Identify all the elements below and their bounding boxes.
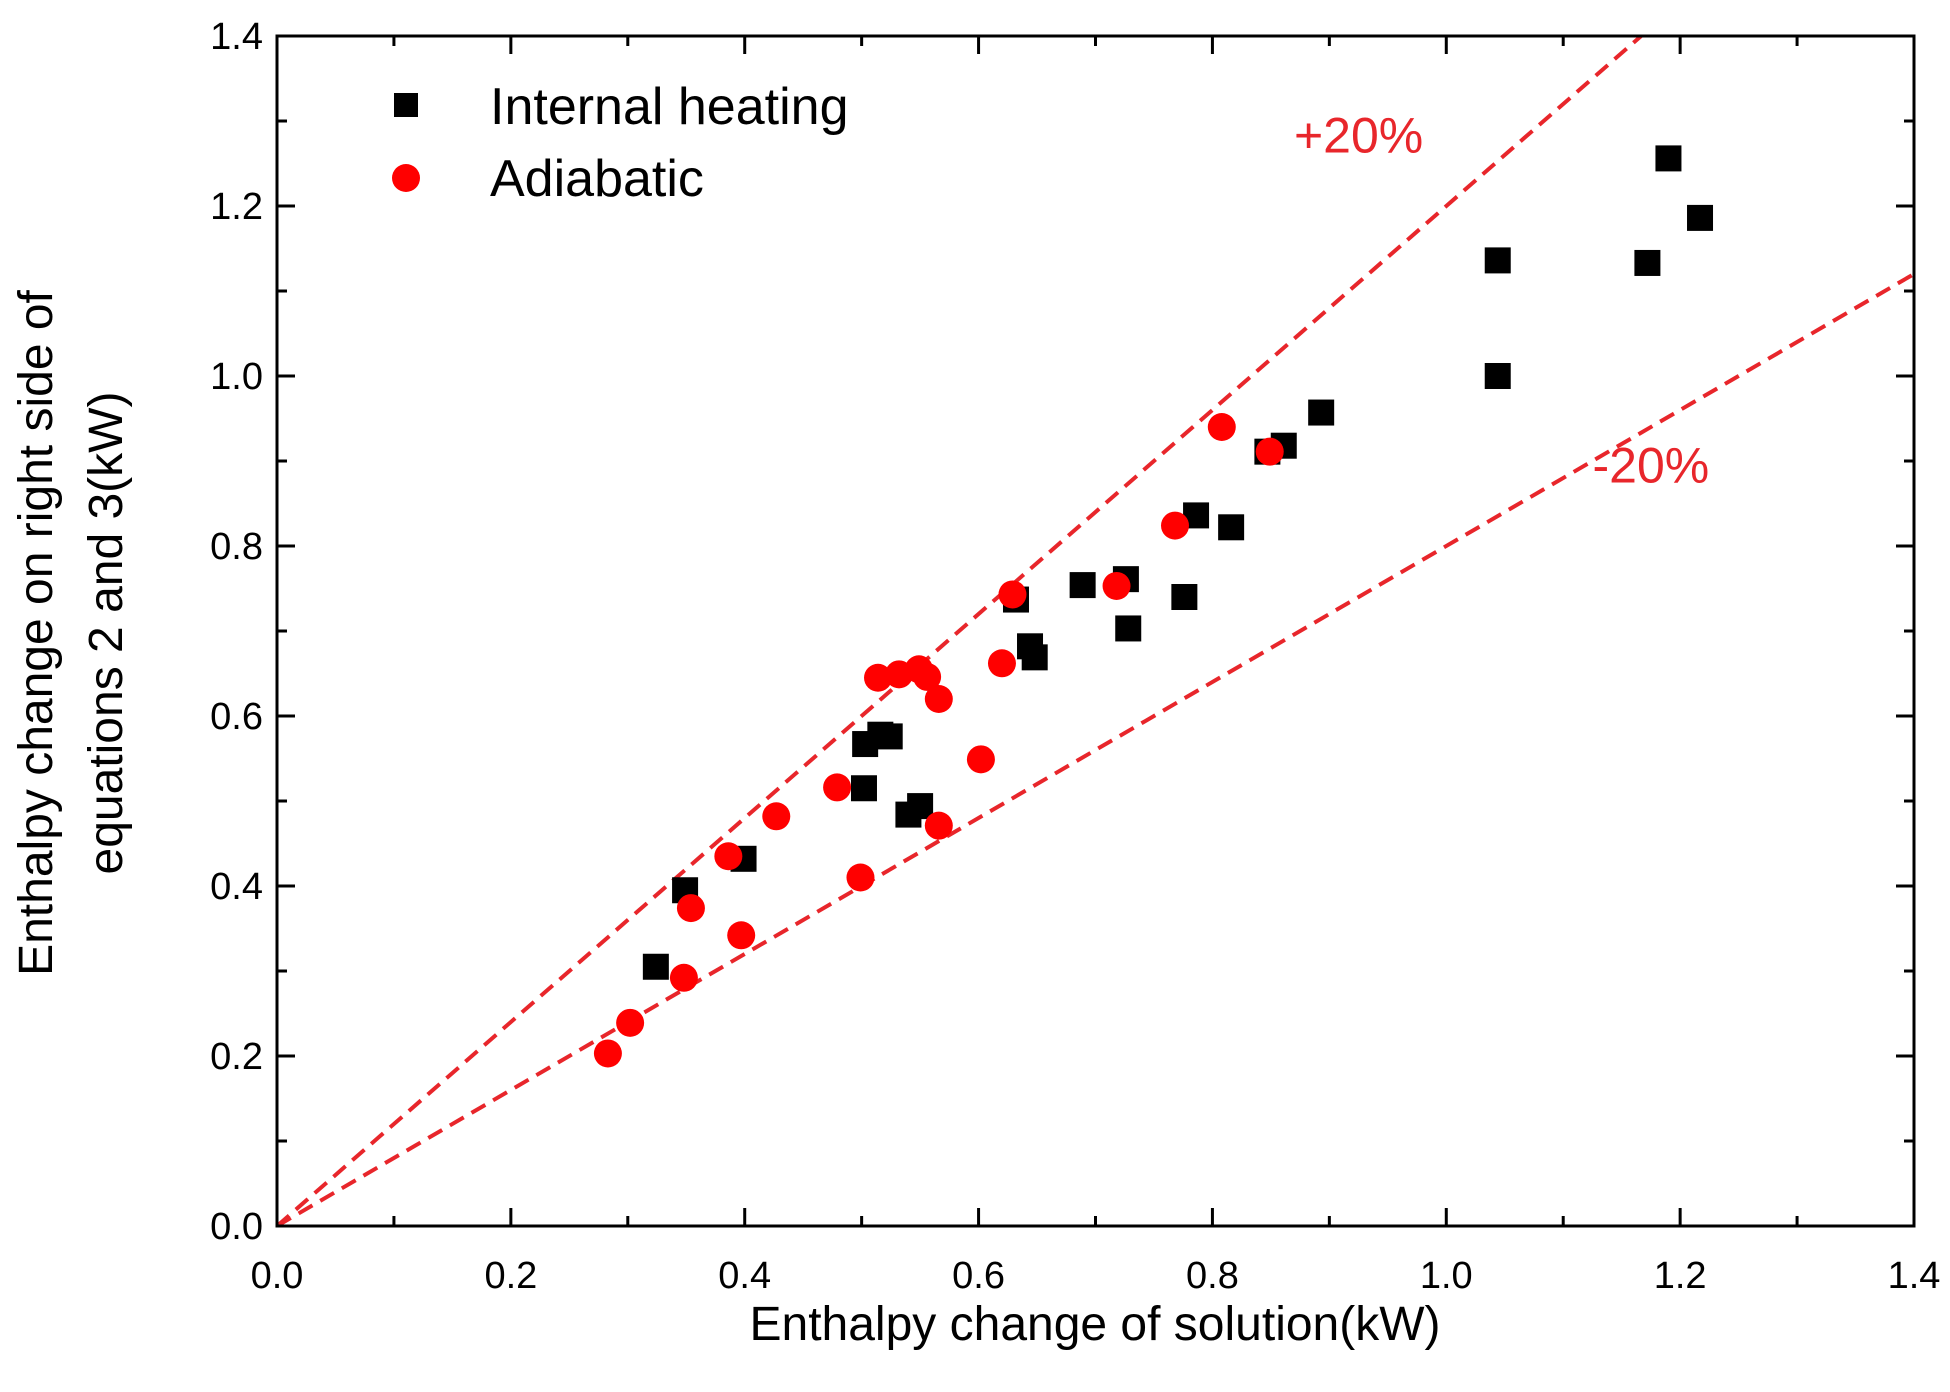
data-series bbox=[593, 145, 1714, 1068]
data-point-circle bbox=[846, 863, 875, 892]
data-point-circle bbox=[987, 649, 1016, 678]
data-point-square bbox=[907, 793, 934, 820]
series-adiabatic bbox=[593, 413, 1284, 1068]
x-tick-label: 0.6 bbox=[952, 1255, 1005, 1297]
data-point-circle bbox=[864, 663, 893, 692]
data-point-square bbox=[1218, 514, 1245, 541]
y-axis-title-line-2: equations 2 and 3(kW) bbox=[80, 392, 133, 875]
y-tick-label: 1.4 bbox=[210, 16, 263, 58]
x-axis-tick-labels: 0.0 0.2 0.4 0.6 0.8 1.0 1.2 1.4 bbox=[251, 1255, 1941, 1297]
annotation-minus-20: -20% bbox=[1593, 437, 1710, 493]
data-point-circle bbox=[966, 745, 995, 774]
data-point-circle bbox=[1207, 413, 1236, 441]
y-axis-title: Enthalpy change on right side of equatio… bbox=[10, 289, 133, 975]
y-axis-title-line-1: Enthalpy change on right side of bbox=[10, 289, 63, 975]
data-point-square bbox=[1069, 572, 1096, 599]
y-tick-label: 0.2 bbox=[210, 1036, 263, 1078]
series-internal-heating bbox=[642, 145, 1714, 980]
y-tick-label: 1.0 bbox=[210, 356, 263, 398]
reference-lines bbox=[277, 36, 1914, 1226]
data-point-circle bbox=[924, 811, 953, 840]
data-point-circle bbox=[616, 1008, 645, 1037]
reference-line-plus-20 bbox=[277, 36, 1643, 1226]
x-tick-label: 1.2 bbox=[1654, 1255, 1707, 1297]
data-point-circle bbox=[1161, 511, 1190, 540]
data-point-square bbox=[850, 775, 877, 802]
y-tick-label: 0.8 bbox=[210, 526, 263, 568]
data-point-square bbox=[1484, 247, 1511, 274]
x-tick-label: 1.4 bbox=[1888, 1255, 1941, 1297]
annotation-plus-20: +20% bbox=[1294, 107, 1423, 163]
data-point-square bbox=[1021, 644, 1048, 671]
annotations: +20% -20% bbox=[1294, 107, 1709, 493]
data-point-square bbox=[1634, 249, 1661, 276]
x-tick-label: 1.0 bbox=[1420, 1255, 1473, 1297]
data-point-circle bbox=[1255, 437, 1284, 466]
x-tick-label: 0.4 bbox=[718, 1255, 771, 1297]
data-point-square bbox=[1115, 615, 1142, 642]
data-point-square bbox=[1687, 204, 1714, 231]
legend-marker-internal-heating bbox=[394, 93, 418, 117]
data-point-square bbox=[1308, 399, 1335, 426]
x-axis-title: Enthalpy change of solution(kW) bbox=[749, 1298, 1440, 1351]
x-tick-label: 0.2 bbox=[484, 1255, 537, 1297]
y-tick-label: 0.4 bbox=[210, 866, 263, 908]
data-point-circle bbox=[676, 894, 705, 923]
data-point-circle bbox=[1102, 571, 1131, 600]
data-point-circle bbox=[669, 963, 698, 992]
data-point-circle bbox=[924, 685, 953, 713]
data-point-circle bbox=[823, 773, 852, 802]
y-tick-label: 0.6 bbox=[210, 696, 263, 738]
data-point-square bbox=[1484, 363, 1511, 389]
x-tick-label: 0.0 bbox=[251, 1255, 304, 1297]
data-point-circle bbox=[998, 580, 1027, 609]
data-point-square bbox=[642, 953, 669, 980]
data-point-circle bbox=[913, 662, 942, 691]
axis-ticks bbox=[275, 34, 1916, 1228]
data-point-square bbox=[1655, 145, 1682, 172]
data-point-circle bbox=[593, 1039, 622, 1068]
legend-label-adiabatic: Adiabatic bbox=[490, 150, 704, 208]
x-tick-label: 0.8 bbox=[1186, 1255, 1239, 1297]
data-point-circle bbox=[762, 802, 791, 831]
data-point-circle bbox=[727, 921, 756, 950]
reference-line-minus-20 bbox=[277, 272, 1914, 1226]
data-point-circle bbox=[714, 842, 743, 871]
data-point-square bbox=[876, 723, 903, 750]
legend-label-internal-heating: Internal heating bbox=[490, 78, 849, 136]
legend-marker-adiabatic bbox=[392, 164, 420, 192]
data-point-square bbox=[1171, 584, 1198, 610]
legend: Internal heating Adiabatic bbox=[392, 78, 849, 208]
y-tick-label: 1.2 bbox=[210, 186, 263, 228]
y-tick-label: 0.0 bbox=[210, 1206, 263, 1248]
y-axis-tick-labels: 0.0 0.2 0.4 0.6 0.8 1.0 1.2 1.4 bbox=[210, 16, 263, 1248]
